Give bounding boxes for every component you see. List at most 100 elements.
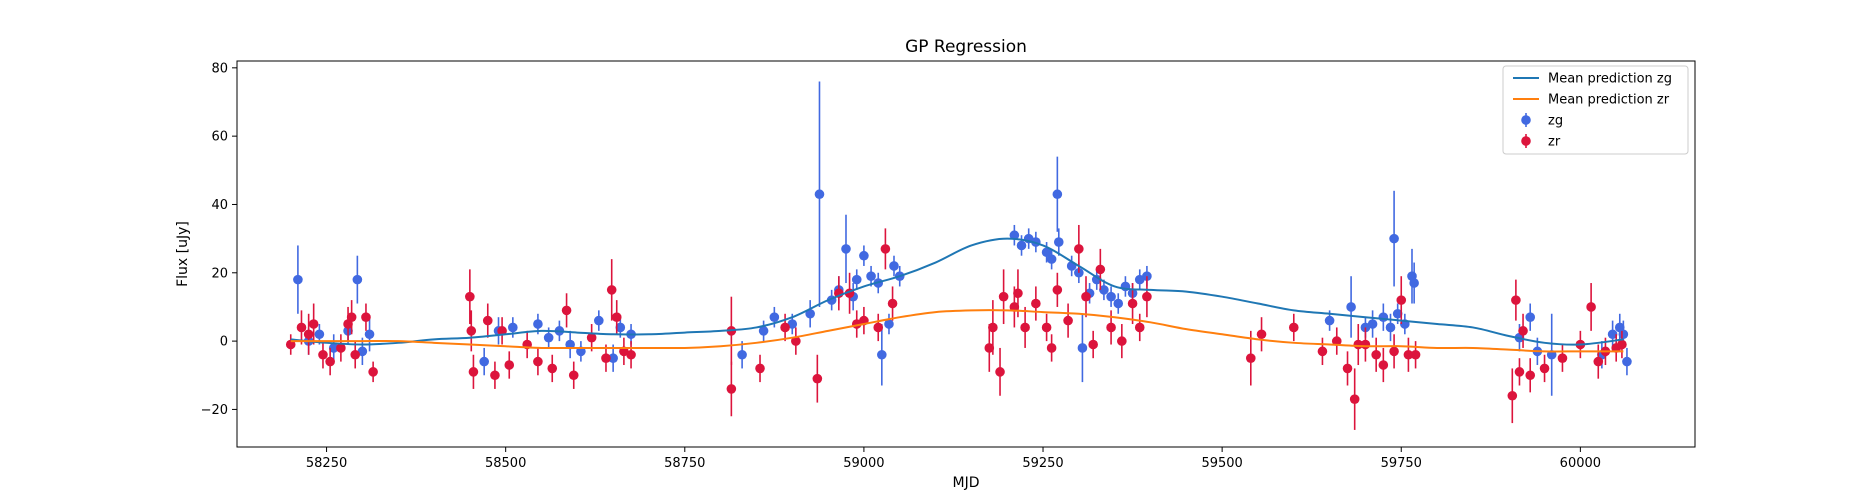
- point-zr-65: [1256, 329, 1267, 340]
- y-tick-label-1: 0: [220, 335, 228, 350]
- x-tick-label-2: 58750: [664, 456, 705, 471]
- point-zr-73: [1371, 349, 1381, 360]
- point-zr-46: [998, 291, 1009, 302]
- point-zr-66: [1288, 322, 1299, 333]
- point-zr-64: [1245, 353, 1256, 363]
- point-zr-3: [308, 319, 319, 329]
- point-zr-91: [1617, 339, 1627, 350]
- point-zr-84: [1539, 363, 1550, 374]
- point-zg-52: [1106, 291, 1116, 302]
- chart-title: GP Regression: [905, 37, 1027, 57]
- point-zr-49: [1020, 322, 1030, 333]
- series-zr-points: [285, 224, 1627, 430]
- plot-area: [285, 81, 1632, 430]
- point-zr-24: [586, 332, 597, 343]
- point-zr-44: [988, 322, 998, 333]
- point-zg-56: [1134, 274, 1145, 285]
- point-zg-74: [1607, 329, 1618, 340]
- point-zg-38: [1009, 230, 1020, 241]
- point-zr-78: [1410, 349, 1421, 360]
- x-tick-label-0: 58250: [306, 456, 347, 471]
- point-zr-21: [547, 363, 558, 374]
- point-zr-29: [626, 349, 636, 360]
- point-zr-20: [533, 356, 543, 367]
- point-zg-2: [314, 329, 325, 340]
- point-zg-42: [1041, 247, 1052, 258]
- legend-label-zr-line: Mean prediction zr: [1548, 93, 1670, 108]
- point-zg-59: [1346, 302, 1356, 312]
- point-zr-54: [1063, 315, 1073, 326]
- plot-frame: [236, 60, 1696, 448]
- point-zr-2: [303, 329, 314, 340]
- point-zr-14: [468, 367, 479, 377]
- point-zr-52: [1046, 343, 1057, 353]
- point-zg-48: [1077, 343, 1088, 353]
- point-zr-30: [726, 384, 737, 394]
- point-zg-64: [1389, 233, 1399, 244]
- legend: Mean prediction zg Mean prediction zr zg…: [1502, 65, 1689, 155]
- point-zg-3: [328, 343, 339, 353]
- point-zg-18: [615, 322, 626, 333]
- point-zr-32: [755, 363, 765, 374]
- point-zg-43: [1046, 254, 1057, 264]
- point-zr-75: [1389, 346, 1399, 357]
- point-zg-36: [889, 261, 899, 271]
- point-zr-50: [1031, 298, 1041, 309]
- point-zr-15: [482, 315, 493, 326]
- y-tick-label-4: 60: [211, 130, 228, 145]
- point-zr-40: [873, 322, 884, 333]
- point-zg-31: [859, 250, 869, 261]
- point-zr-56: [1081, 291, 1091, 302]
- legend-label-zg-points: zg: [1548, 114, 1563, 129]
- point-zr-45: [995, 367, 1005, 377]
- series-line-zg: [290, 237, 1624, 346]
- point-zr-58: [1095, 264, 1106, 275]
- point-zg-21: [758, 326, 769, 336]
- y-tick-label-3: 40: [211, 198, 228, 213]
- point-zg-63: [1385, 322, 1396, 333]
- point-zr-67: [1317, 346, 1328, 357]
- point-zg-35: [884, 319, 894, 329]
- x-tick-label-5: 59500: [1201, 456, 1242, 471]
- point-zr-26: [606, 285, 617, 295]
- y-tick-label-0: −20: [201, 403, 228, 418]
- point-zr-8: [346, 312, 357, 322]
- point-zg-17: [608, 353, 618, 363]
- point-zr-69: [1342, 363, 1353, 374]
- point-zr-88: [1593, 356, 1604, 367]
- point-zg-39: [1016, 240, 1027, 251]
- point-zg-61: [1367, 319, 1378, 329]
- point-zr-82: [1518, 326, 1528, 336]
- point-zr-48: [1013, 288, 1023, 299]
- point-zg-0: [293, 274, 303, 285]
- plot-marks: [285, 81, 1632, 430]
- point-zr-85: [1557, 353, 1568, 363]
- point-zr-70: [1349, 394, 1360, 404]
- point-zr-28: [619, 346, 629, 357]
- point-zr-72: [1360, 339, 1371, 350]
- point-zg-68: [1409, 278, 1419, 288]
- point-zr-22: [561, 305, 572, 316]
- point-zr-34: [791, 336, 801, 346]
- axes: 58250 58500 58750 59000 59250 59500 59750 60000…: [201, 60, 1696, 471]
- x-tick-label-3: 59000: [843, 456, 884, 471]
- point-zr-27: [611, 312, 622, 322]
- point-zg-12: [543, 332, 554, 343]
- point-zr-11: [368, 367, 378, 377]
- point-zg-7: [364, 329, 375, 340]
- point-zr-43: [984, 343, 995, 353]
- series-line-zr: [290, 309, 1624, 353]
- point-zg-20: [737, 349, 747, 360]
- point-zr-74: [1378, 360, 1389, 370]
- point-zr-33: [780, 322, 790, 333]
- point-zr-35: [812, 373, 823, 384]
- point-zr-63: [1142, 291, 1152, 302]
- point-zr-61: [1127, 298, 1138, 309]
- y-tick-label-5: 80: [211, 61, 228, 76]
- legend-swatch-zr-points: [1521, 134, 1531, 148]
- point-zr-83: [1525, 370, 1536, 381]
- point-zr-4: [318, 349, 328, 360]
- point-zr-80: [1511, 295, 1521, 305]
- legend-label-zr-points: zr: [1548, 135, 1561, 150]
- point-zg-45: [1053, 237, 1064, 247]
